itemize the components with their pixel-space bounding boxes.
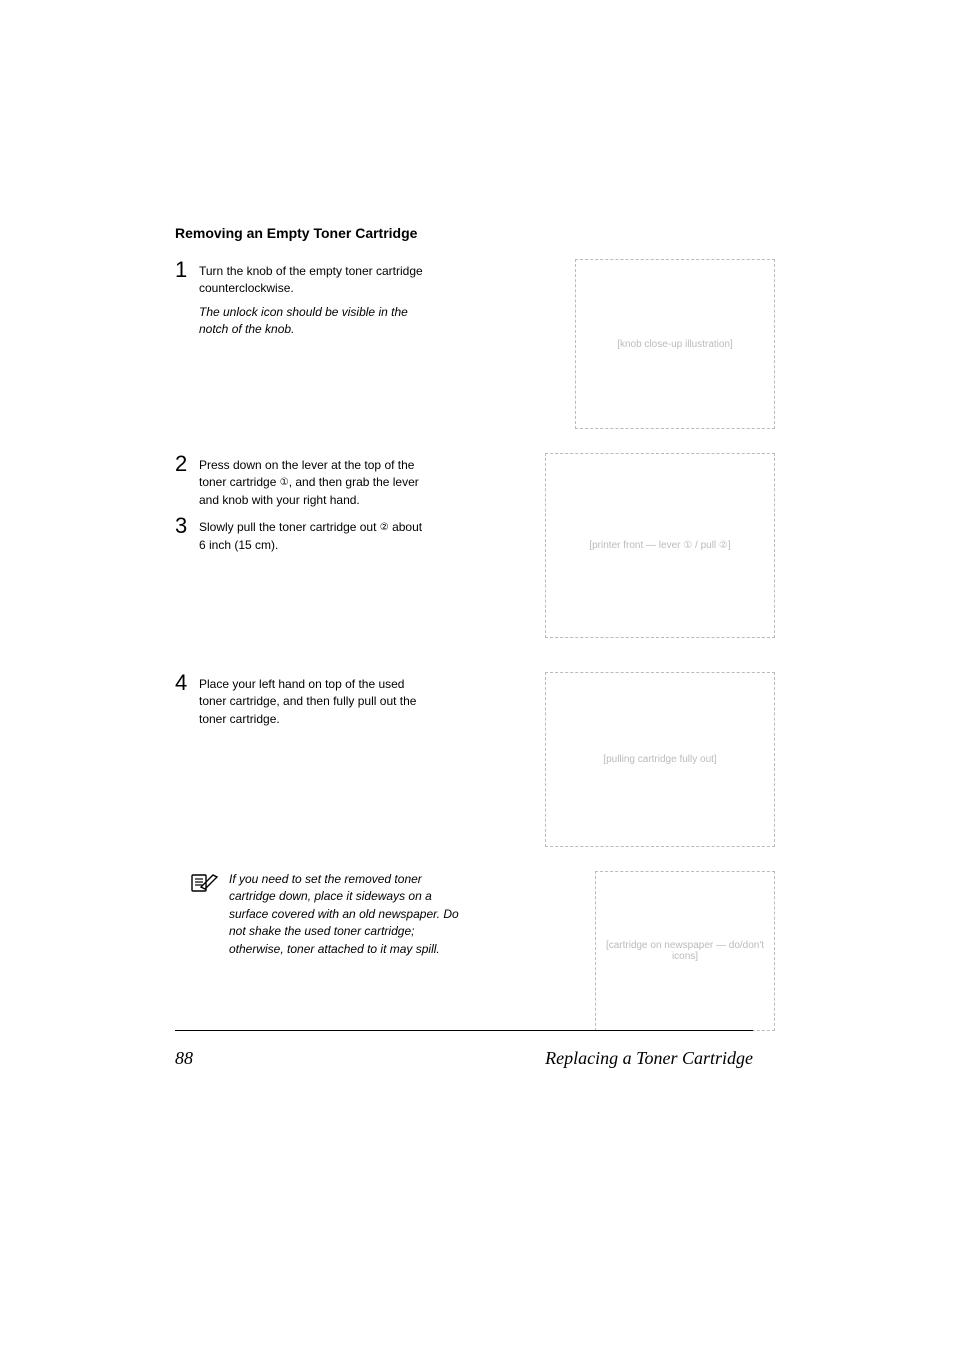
spacer <box>175 443 775 453</box>
note-row: If you need to set the removed toner car… <box>175 871 775 1031</box>
page-footer: 88 Replacing a Toner Cartridge <box>175 1048 753 1069</box>
figure-column: [knob close-up illustration] <box>427 259 775 429</box>
step-text-column: 2 Press down on the lever at the top of … <box>175 453 427 638</box>
figure-cartridge-on-newspaper: [cartridge on newspaper — do/don't icons… <box>595 871 775 1031</box>
spacer <box>175 662 775 672</box>
note-text: If you need to set the removed toner car… <box>229 871 459 1031</box>
step-text: Press down on the lever at the top of th… <box>199 453 427 509</box>
note-icon-cell <box>175 871 229 1031</box>
step-text: Turn the knob of the empty toner cartrid… <box>199 259 427 429</box>
step-3: 3 Slowly pull the toner cartridge out ② … <box>175 515 427 554</box>
figure-pull-cartridge: [pulling cartridge fully out] <box>545 672 775 847</box>
note-icon <box>191 873 219 893</box>
step-text: Slowly pull the toner cartridge out ② ab… <box>199 515 427 554</box>
figure-column: [printer front — lever ① / pull ②] <box>427 453 775 638</box>
page-content: Removing an Empty Toner Cartridge 1 Turn… <box>175 225 775 1045</box>
step-2: 2 Press down on the lever at the top of … <box>175 453 427 509</box>
section-title: Removing an Empty Toner Cartridge <box>175 225 775 241</box>
step-number: 4 <box>175 672 199 847</box>
figure-knob-closeup: [knob close-up illustration] <box>575 259 775 429</box>
figure-printer-lever: [printer front — lever ① / pull ②] <box>545 453 775 638</box>
step-number: 1 <box>175 259 199 429</box>
step-1: 1 Turn the knob of the empty toner cartr… <box>175 259 775 429</box>
circled-2-icon: ② <box>380 522 389 533</box>
step-body: Turn the knob of the empty toner cartrid… <box>199 264 423 295</box>
step-number: 3 <box>175 515 199 554</box>
figure-column: [pulling cartridge fully out] <box>427 672 775 847</box>
step-body-a: Slowly pull the toner cartridge out <box>199 520 380 534</box>
step-4: 4 Place your left hand on top of the use… <box>175 672 775 847</box>
circled-1-icon: ① <box>280 477 289 488</box>
page-number: 88 <box>175 1048 193 1069</box>
spacer <box>175 861 775 871</box>
step-sub-italic: The unlock icon should be visible in the… <box>199 304 427 339</box>
step-2-3-group: 2 Press down on the lever at the top of … <box>175 453 775 638</box>
footer-rule <box>175 1030 753 1031</box>
step-text: Place your left hand on top of the used … <box>199 672 427 847</box>
running-title: Replacing a Toner Cartridge <box>545 1048 753 1069</box>
note-text-column: If you need to set the removed toner car… <box>175 871 461 1031</box>
figure-column: [cartridge on newspaper — do/don't icons… <box>461 871 775 1031</box>
step-number: 2 <box>175 453 199 509</box>
spacer <box>175 652 775 662</box>
